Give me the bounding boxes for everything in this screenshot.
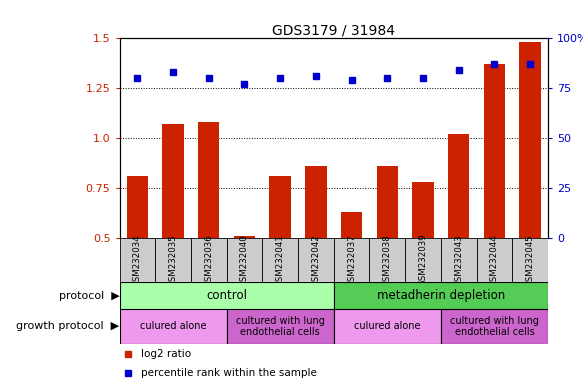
- Bar: [448, 134, 469, 338]
- Title: GDS3179 / 31984: GDS3179 / 31984: [272, 23, 395, 37]
- Text: GSM232042: GSM232042: [311, 234, 321, 286]
- Bar: [333, 309, 441, 344]
- Bar: [155, 238, 191, 282]
- Bar: [333, 238, 370, 282]
- Bar: [333, 282, 548, 309]
- Text: GSM232034: GSM232034: [133, 234, 142, 286]
- Text: percentile rank within the sample: percentile rank within the sample: [141, 368, 317, 378]
- Text: GSM232044: GSM232044: [490, 234, 499, 286]
- Text: GSM232038: GSM232038: [383, 234, 392, 286]
- Text: cultured with lung
endothelial cells: cultured with lung endothelial cells: [450, 316, 539, 337]
- Bar: [377, 166, 398, 338]
- Text: GSM232041: GSM232041: [276, 234, 285, 286]
- Text: cultured with lung
endothelial cells: cultured with lung endothelial cells: [236, 316, 325, 337]
- Bar: [127, 176, 148, 338]
- Bar: [341, 212, 362, 338]
- Bar: [476, 238, 512, 282]
- Bar: [198, 122, 219, 338]
- Bar: [227, 238, 262, 282]
- Bar: [120, 309, 227, 344]
- Text: protocol  ▶: protocol ▶: [59, 291, 120, 301]
- Bar: [405, 238, 441, 282]
- Bar: [370, 238, 405, 282]
- Bar: [412, 182, 434, 338]
- Bar: [441, 309, 548, 344]
- Bar: [484, 65, 505, 338]
- Bar: [120, 282, 333, 309]
- Bar: [305, 166, 326, 338]
- Text: GSM232043: GSM232043: [454, 234, 463, 286]
- Bar: [162, 124, 184, 338]
- Bar: [519, 42, 541, 338]
- Text: growth protocol  ▶: growth protocol ▶: [16, 321, 120, 331]
- Text: GSM232035: GSM232035: [168, 234, 178, 286]
- Text: log2 ratio: log2 ratio: [141, 349, 191, 359]
- Text: culured alone: culured alone: [140, 321, 206, 331]
- Bar: [227, 309, 333, 344]
- Bar: [262, 238, 298, 282]
- Text: GSM232036: GSM232036: [204, 234, 213, 286]
- Bar: [441, 238, 476, 282]
- Bar: [512, 238, 548, 282]
- Text: control: control: [206, 289, 247, 302]
- Bar: [191, 238, 227, 282]
- Text: GSM232037: GSM232037: [347, 234, 356, 286]
- Text: culured alone: culured alone: [354, 321, 420, 331]
- Bar: [298, 238, 333, 282]
- Text: GSM232039: GSM232039: [419, 234, 427, 286]
- Text: GSM232045: GSM232045: [526, 234, 535, 286]
- Text: metadherin depletion: metadherin depletion: [377, 289, 505, 302]
- Text: GSM232040: GSM232040: [240, 234, 249, 286]
- Bar: [269, 176, 291, 338]
- Bar: [120, 238, 155, 282]
- Bar: [234, 236, 255, 338]
